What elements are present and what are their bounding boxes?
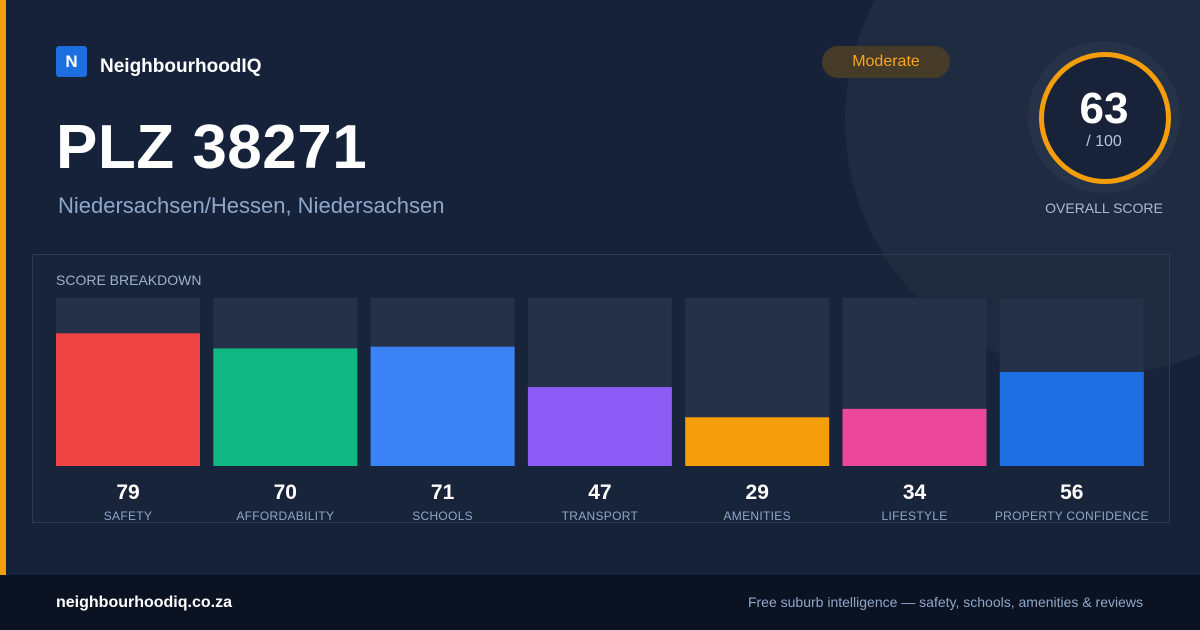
bar-property-confidence <box>999 371 1144 466</box>
bar-schools <box>370 346 515 466</box>
bar-category-property-confidence: PROPERTY CONFIDENCE <box>995 509 1149 523</box>
bar-value-property-confidence: 56 <box>1060 481 1083 504</box>
footer-tagline: Free suburb intelligence — safety, schoo… <box>747 594 1143 610</box>
brand-name: NeighbourhoodIQ <box>100 56 262 77</box>
bar-category-lifestyle: LIFESTYLE <box>881 509 947 523</box>
bar-category-amenities: AMENITIES <box>724 509 791 523</box>
bar-value-affordability: 70 <box>274 481 297 504</box>
rating-badge: Moderate <box>822 46 950 78</box>
bar-lifestyle <box>842 408 987 466</box>
score-breakdown-title: SCORE BREAKDOWN <box>56 272 202 288</box>
bar-value-schools: 71 <box>431 481 455 504</box>
bar-value-amenities: 29 <box>746 481 769 504</box>
footer-bar <box>0 575 1200 630</box>
overall-score-max: / 100 <box>1086 133 1122 150</box>
page-title: PLZ 38271 <box>56 113 368 182</box>
bar-value-safety: 79 <box>116 481 139 504</box>
overall-score-label: OVERALL SCORE <box>1045 200 1163 216</box>
bar-value-transport: 47 <box>588 481 611 504</box>
brand-logo-icon: N <box>56 46 87 77</box>
bar-safety <box>56 333 200 466</box>
bar-amenities <box>685 417 830 466</box>
accent-stripe <box>0 0 6 575</box>
footer-domain: neighbourhoodiq.co.za <box>56 594 232 611</box>
bar-transport <box>527 387 672 466</box>
bar-category-transport: TRANSPORT <box>562 509 639 523</box>
overall-score-ring <box>1039 52 1171 184</box>
bar-category-schools: SCHOOLS <box>412 509 473 523</box>
bar-affordability <box>213 348 358 466</box>
overall-score-value: 63 <box>1079 84 1129 133</box>
bar-category-safety: SAFETY <box>104 509 152 523</box>
bar-value-lifestyle: 34 <box>903 481 927 504</box>
bar-category-affordability: AFFORDABILITY <box>236 509 334 523</box>
page-subtitle: Niedersachsen/Hessen, Niedersachsen <box>58 193 445 218</box>
